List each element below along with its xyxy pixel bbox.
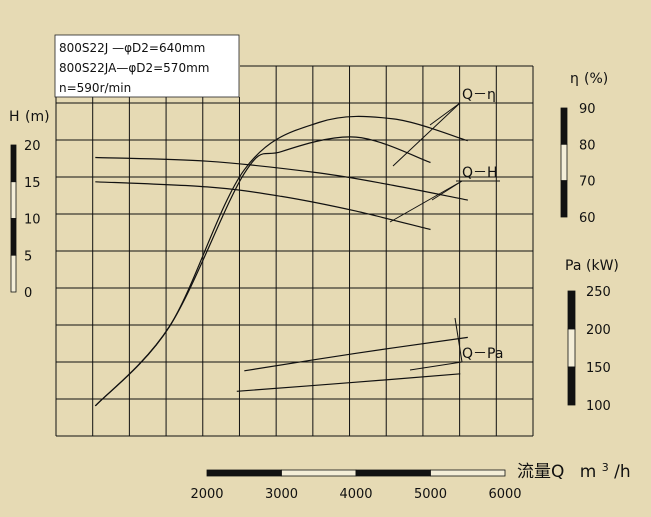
h-bar-segment [10,144,17,183]
x-bar-segment [430,469,506,477]
label-q-h: Q－H [462,165,498,181]
pa-axis-label-main: Pa [565,258,581,274]
leader-h-1 [389,180,463,223]
h-axis: H (m) 0 5 10 15 20 [9,109,50,301]
curve-H-0 [95,156,468,201]
h-tick-label: 5 [24,249,32,264]
pa-tick-labels: 100 150 200 250 [586,285,611,414]
x-axis: 2000 3000 4000 5000 6000 流量Q m 3 /h [190,456,631,502]
pa-tick-label: 100 [586,399,611,414]
curve-eta-3 [94,136,431,407]
x-tick-label: 4000 [339,487,372,502]
eta-bar-segment [560,143,568,182]
eta-bar-segment [560,107,568,145]
h-bar-segment [10,254,17,293]
curve-labels: Q－η Q－H Q－Pa [389,87,508,371]
eta-axis: η (%) 60 70 80 90 [560,71,608,226]
h-bar-segment [10,181,17,219]
leader-eta-1 [392,102,461,167]
pa-axis-label-unit: (kW) [586,258,619,274]
h-axis-label-main: H [9,109,20,125]
curve-Pa-4 [244,336,468,372]
legend-box [54,34,240,98]
pa-scale-bar [567,290,576,406]
pa-axis: Pa (kW) 100 150 200 250 [565,258,619,414]
x-bar-segment [281,469,357,477]
eta-axis-label-unit: (%) [584,71,608,87]
eta-tick-label: 60 [579,211,596,226]
h-tick-label: 20 [24,139,41,154]
eta-tick-label: 80 [579,138,596,153]
h-axis-label-unit: (m) [25,109,50,125]
h-tick-label: 10 [24,213,41,228]
pa-bar-segment [567,366,576,406]
curve-H-1 [95,181,431,231]
eta-scale-bar [560,107,568,218]
eta-tick-label: 70 [579,175,596,190]
eta-bar-segment [560,180,568,218]
label-q-eta: Q－η [462,87,496,103]
h-bar-segment [10,218,17,256]
x-tick-label: 6000 [488,487,521,502]
eta-axis-label-main: η [570,71,579,87]
leader-h-2 [431,180,463,201]
x-scale-bar [206,469,506,477]
x-tick-label: 2000 [190,487,223,502]
h-tick-label: 0 [24,286,32,301]
x-tick-labels: 2000 3000 4000 5000 6000 [190,487,521,502]
leader-eta-2 [429,102,461,126]
eta-tick-labels: 60 70 80 90 [579,102,596,226]
h-tick-labels: 0 5 10 15 20 [24,139,41,301]
label-q-pa: Q－Pa [462,346,503,362]
pa-bar-segment [567,328,576,368]
legend-line-3: n=590r/min [59,81,131,95]
x-axis-label: 流量Q m 3 /h [517,456,631,482]
pa-bar-segment [567,290,576,330]
leader-pa-2 [409,361,463,371]
pa-tick-label: 150 [586,361,611,376]
curves [94,115,468,407]
grid [55,65,534,437]
h-tick-label: 15 [24,176,41,191]
x-tick-label: 3000 [265,487,298,502]
x-tick-label: 5000 [414,487,447,502]
legend-line-1: 800S22J —φD2=640mm [59,41,205,55]
leader-pa-1 [454,317,463,363]
h-scale-bar [10,144,17,293]
pa-tick-label: 200 [586,323,611,338]
eta-tick-label: 90 [579,102,596,117]
x-bar-segment [206,469,282,477]
x-bar-segment [355,469,431,477]
pa-tick-label: 250 [586,285,611,300]
curve-Pa-5 [236,373,461,392]
legend-line-2: 800S22JA—φD2=570mm [59,61,209,75]
